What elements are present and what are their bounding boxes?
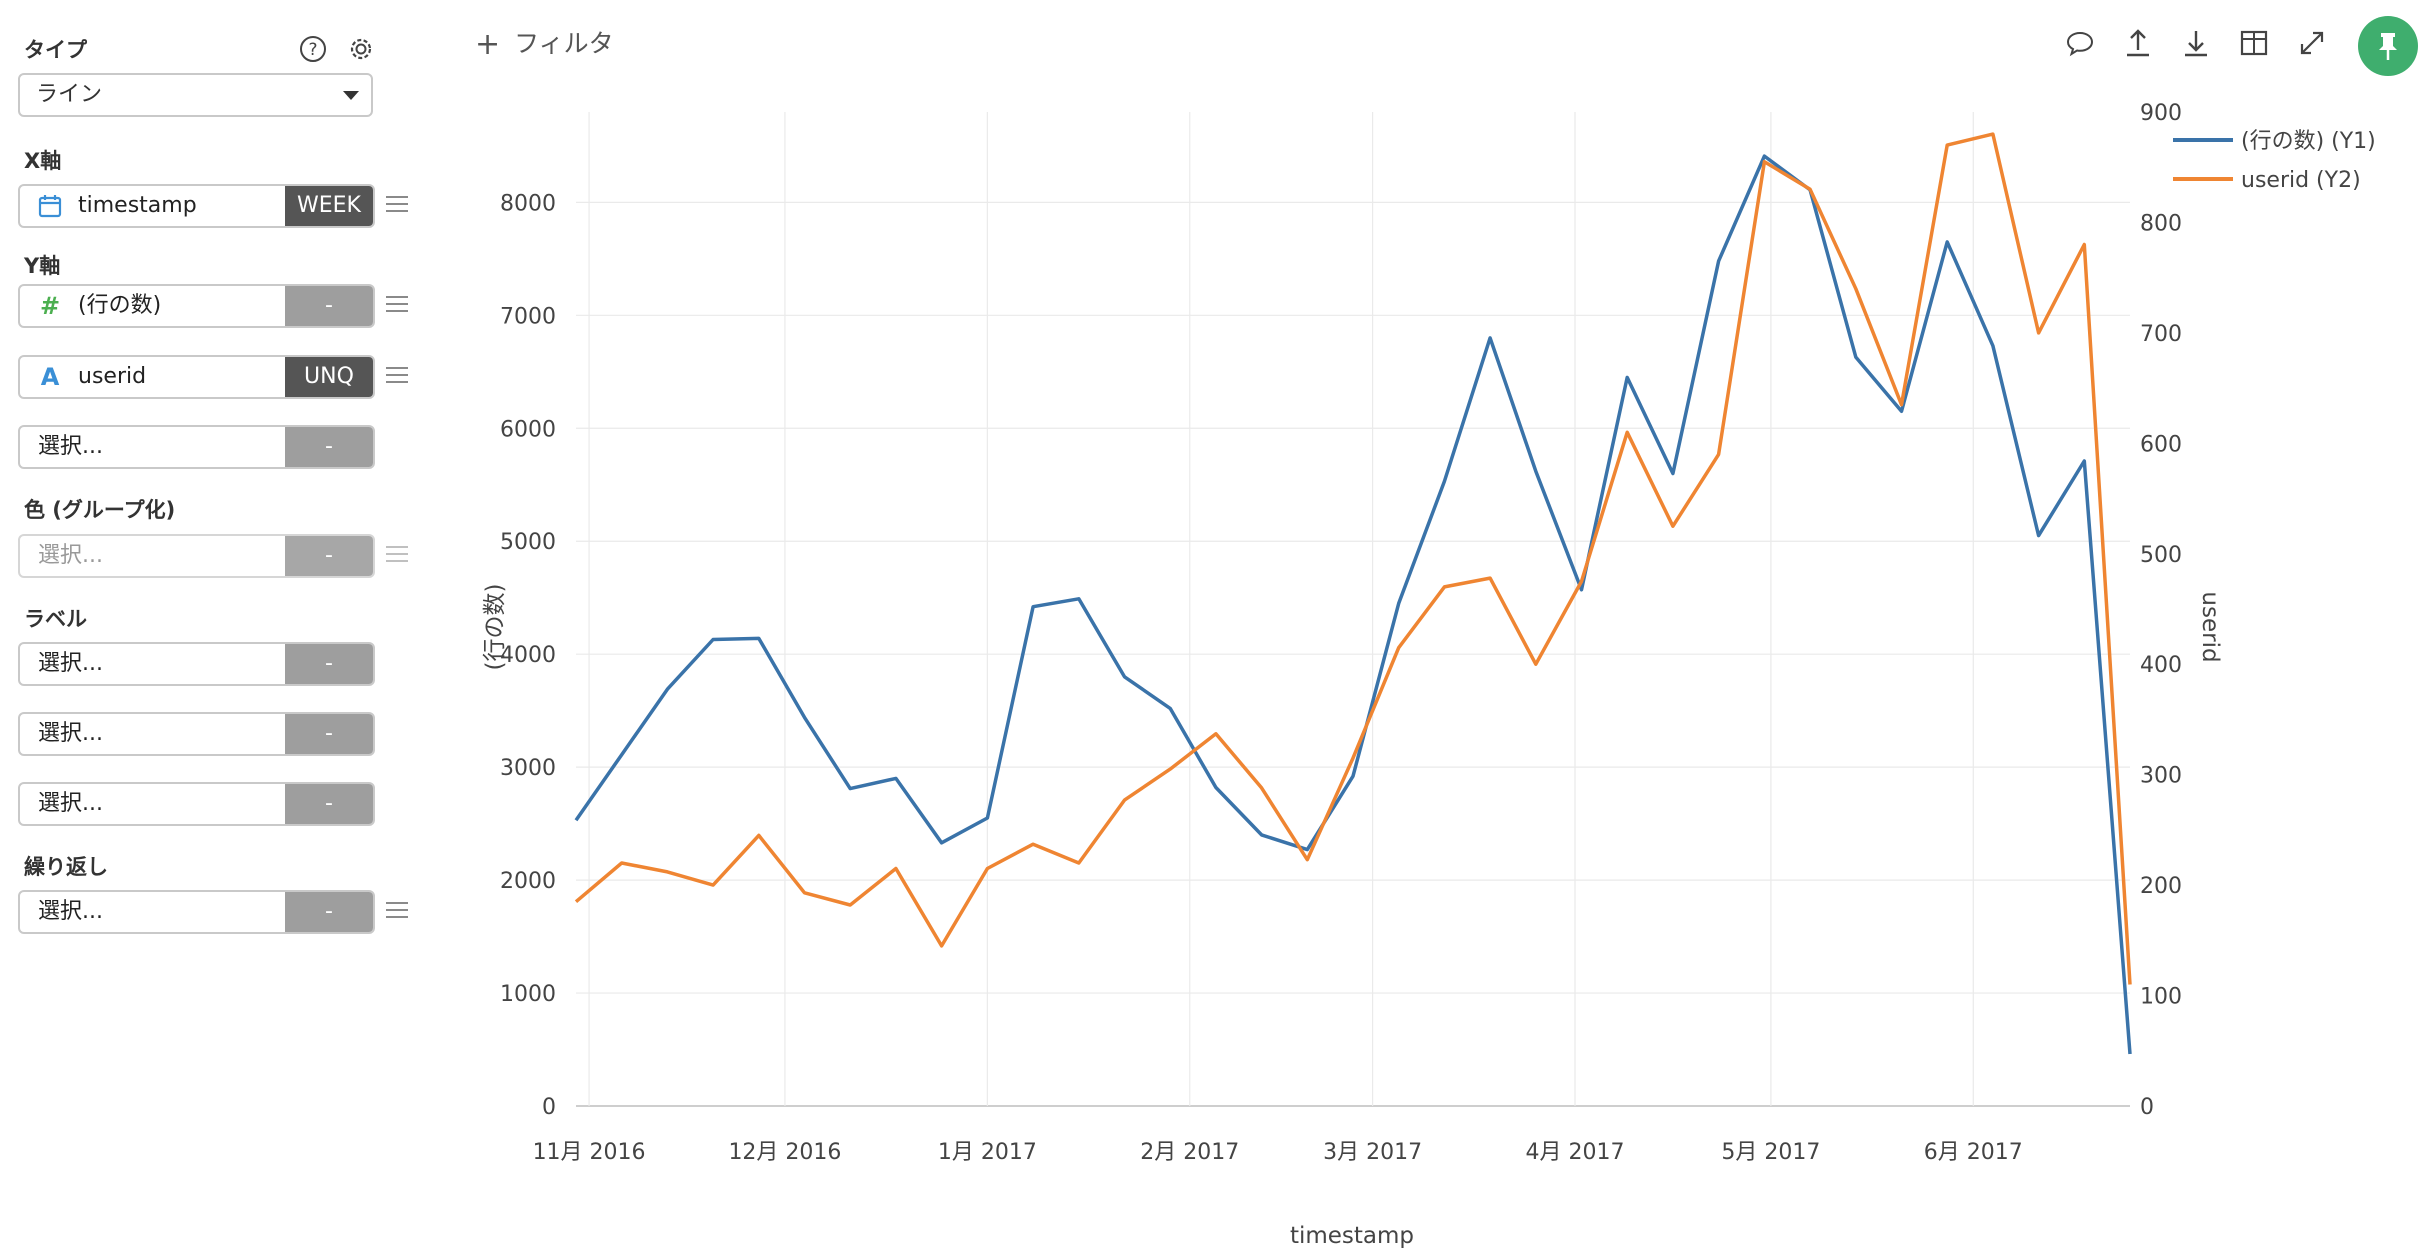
pin-icon: [2379, 33, 2397, 60]
label-field-3-placeholder: 選択...: [38, 791, 103, 816]
y2-tick-label: 400: [2140, 653, 2182, 678]
legend: (行の数) (Y1) userid (Y2): [2173, 129, 2376, 193]
y1-tick-label: 5000: [500, 530, 556, 555]
y1-tick-label: 2000: [500, 869, 556, 894]
x-axis-aggregation-button[interactable]: WEEK: [285, 186, 373, 226]
repeat-field-placeholder: 選択...: [38, 899, 103, 924]
gear-icon[interactable]: [347, 35, 375, 63]
repeat-field[interactable]: 選択... -: [18, 890, 375, 934]
label-field-2[interactable]: 選択... -: [18, 712, 375, 756]
y2-tick-label: 700: [2140, 322, 2182, 347]
x-axis-field-name: timestamp: [78, 193, 197, 218]
chart-type-select[interactable]: ライン: [18, 73, 373, 117]
y2-tick-label: 900: [2140, 101, 2182, 126]
legend-label-y1[interactable]: (行の数) (Y1): [2241, 129, 2376, 154]
y-axis-label: Y軸: [24, 254, 61, 278]
text-type-icon: A: [40, 363, 60, 391]
y2-tick-label: 300: [2140, 764, 2182, 789]
chevron-down-icon: [343, 91, 359, 100]
y2-tick-label: 800: [2140, 211, 2182, 236]
y-axis-field-2-aggregation-button[interactable]: UNQ: [285, 357, 373, 397]
x-tick-label: 4月 2017: [1526, 1140, 1625, 1165]
series-lines: [574, 132, 2132, 1055]
y1-tick-label: 8000: [500, 191, 556, 216]
svg-text:?: ?: [308, 40, 317, 60]
x-tick-label: 11月 2016: [533, 1140, 646, 1165]
legend-label-y2[interactable]: userid (Y2): [2241, 168, 2361, 193]
series-line-1[interactable]: [574, 154, 2132, 1055]
label-field-2-placeholder: 選択...: [38, 721, 103, 746]
label-field-1-placeholder: 選択...: [38, 651, 103, 676]
axis-ticks: 0 1000 2000 3000 4000 5000 6000 7000 8000 0 100 200…: [500, 101, 2182, 1165]
y1-tick-label: 1000: [500, 982, 556, 1007]
repeat-label: 繰り返し: [24, 855, 108, 879]
y1-tick-label: 4000: [500, 643, 556, 668]
y-axis-field-2[interactable]: A userid UNQ: [18, 355, 375, 399]
y-axis-field-1[interactable]: # (行の数) -: [18, 284, 375, 328]
plus-icon: +: [475, 27, 501, 62]
color-group-label: 色 (グループ化): [24, 498, 176, 522]
y2-tick-label: 500: [2140, 543, 2182, 568]
color-group-field[interactable]: 選択... -: [18, 534, 375, 578]
x-tick-label: 3月 2017: [1323, 1140, 1422, 1165]
type-label: タイプ: [24, 38, 87, 62]
download-icon[interactable]: [2179, 26, 2213, 60]
grid: [576, 112, 2130, 1107]
y-axis-field-select[interactable]: 選択... -: [18, 425, 375, 469]
calendar-icon: [38, 195, 62, 218]
filter-label: フィルタ: [514, 29, 614, 58]
y2-axis-title: userid: [2197, 591, 2223, 662]
y2-tick-label: 600: [2140, 432, 2182, 457]
x-axis-menu-icon[interactable]: [386, 196, 408, 214]
x-tick-label: 5月 2017: [1721, 1140, 1820, 1165]
color-group-menu-icon[interactable]: [386, 546, 408, 564]
x-tick-label: 2月 2017: [1140, 1140, 1239, 1165]
y2-tick-label: 0: [2140, 1095, 2154, 1120]
label-field-1-aggregation-button[interactable]: -: [285, 644, 373, 684]
series-line-2[interactable]: [574, 132, 2132, 985]
x-axis-title: timestamp: [1290, 1223, 1414, 1249]
y-axis-field-1-name: (行の数): [78, 293, 162, 318]
y-axis-field-1-menu-icon[interactable]: [386, 296, 408, 314]
y-axis-field-select-aggregation-button[interactable]: -: [285, 427, 373, 467]
y1-tick-label: 0: [542, 1095, 556, 1120]
y1-tick-label: 7000: [500, 304, 556, 329]
y-axis-field-select-placeholder: 選択...: [38, 434, 103, 459]
y-axis-title: (行の数): [482, 584, 508, 671]
help-icon[interactable]: ?: [299, 35, 327, 63]
x-axis-label: X軸: [24, 149, 62, 173]
comment-icon[interactable]: [2063, 26, 2097, 60]
add-filter-button[interactable]: + フィルタ: [475, 24, 614, 62]
x-tick-label: 1月 2017: [938, 1140, 1037, 1165]
x-tick-label: 12月 2016: [728, 1140, 841, 1165]
label-field-3-aggregation-button[interactable]: -: [285, 784, 373, 824]
pin-button[interactable]: [2358, 16, 2418, 76]
table-icon[interactable]: [2237, 26, 2271, 60]
y-axis-field-2-name: userid: [78, 364, 147, 389]
expand-icon[interactable]: [2295, 26, 2329, 60]
y2-tick-label: 100: [2140, 985, 2182, 1010]
label-field-3[interactable]: 選択... -: [18, 782, 375, 826]
x-axis-field[interactable]: timestamp WEEK: [18, 184, 375, 228]
label-field-2-aggregation-button[interactable]: -: [285, 714, 373, 754]
number-icon: #: [39, 292, 61, 320]
repeat-field-menu-icon[interactable]: [386, 902, 408, 920]
color-group-aggregation-button[interactable]: -: [285, 536, 373, 576]
upload-icon[interactable]: [2121, 26, 2155, 60]
y2-tick-label: 200: [2140, 874, 2182, 899]
y1-tick-label: 6000: [500, 417, 556, 442]
y-axis-field-2-menu-icon[interactable]: [386, 367, 408, 385]
color-group-placeholder: 選択...: [38, 543, 103, 568]
chart-settings-sidebar: タイプ ? ライン X軸 timestamp WEEK Y軸 # (行の数) -…: [0, 0, 420, 1258]
label-section-label: ラベル: [24, 607, 87, 631]
chart-type-value: ライン: [36, 82, 103, 107]
y-axis-field-1-aggregation-button[interactable]: -: [285, 286, 373, 326]
label-field-1[interactable]: 選択... -: [18, 642, 375, 686]
y1-tick-label: 3000: [500, 756, 556, 781]
repeat-field-aggregation-button[interactable]: -: [285, 892, 373, 932]
x-tick-label: 6月 2017: [1924, 1140, 2023, 1165]
